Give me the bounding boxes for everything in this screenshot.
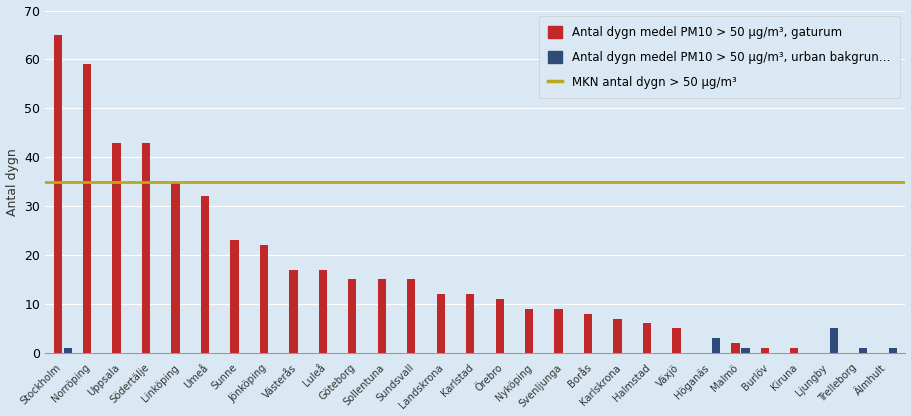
Bar: [672, 328, 681, 353]
Y-axis label: Antal dygn: Antal dygn: [5, 148, 18, 215]
Bar: [54, 35, 62, 353]
Bar: [112, 143, 120, 353]
Bar: [378, 280, 386, 353]
Legend: Antal dygn medel PM10 > 50 μg/m³, gaturum, Antal dygn medel PM10 > 50 μg/m³, urb: Antal dygn medel PM10 > 50 μg/m³, gaturu…: [538, 17, 899, 98]
Bar: [142, 143, 150, 353]
Bar: [260, 245, 268, 353]
Bar: [711, 338, 720, 353]
Bar: [525, 309, 533, 353]
Bar: [171, 182, 179, 353]
Bar: [200, 196, 210, 353]
Bar: [732, 343, 740, 353]
Bar: [319, 270, 327, 353]
Bar: [859, 348, 867, 353]
Bar: [466, 294, 475, 353]
Bar: [496, 299, 504, 353]
Bar: [436, 294, 445, 353]
Bar: [830, 328, 838, 353]
Bar: [64, 348, 72, 353]
Bar: [888, 348, 897, 353]
Bar: [348, 280, 356, 353]
Bar: [83, 64, 91, 353]
Bar: [613, 319, 621, 353]
Bar: [742, 348, 750, 353]
Bar: [761, 348, 769, 353]
Bar: [555, 309, 563, 353]
Bar: [643, 324, 651, 353]
Bar: [584, 314, 592, 353]
Bar: [790, 348, 798, 353]
Bar: [230, 240, 239, 353]
Bar: [407, 280, 415, 353]
Bar: [290, 270, 298, 353]
